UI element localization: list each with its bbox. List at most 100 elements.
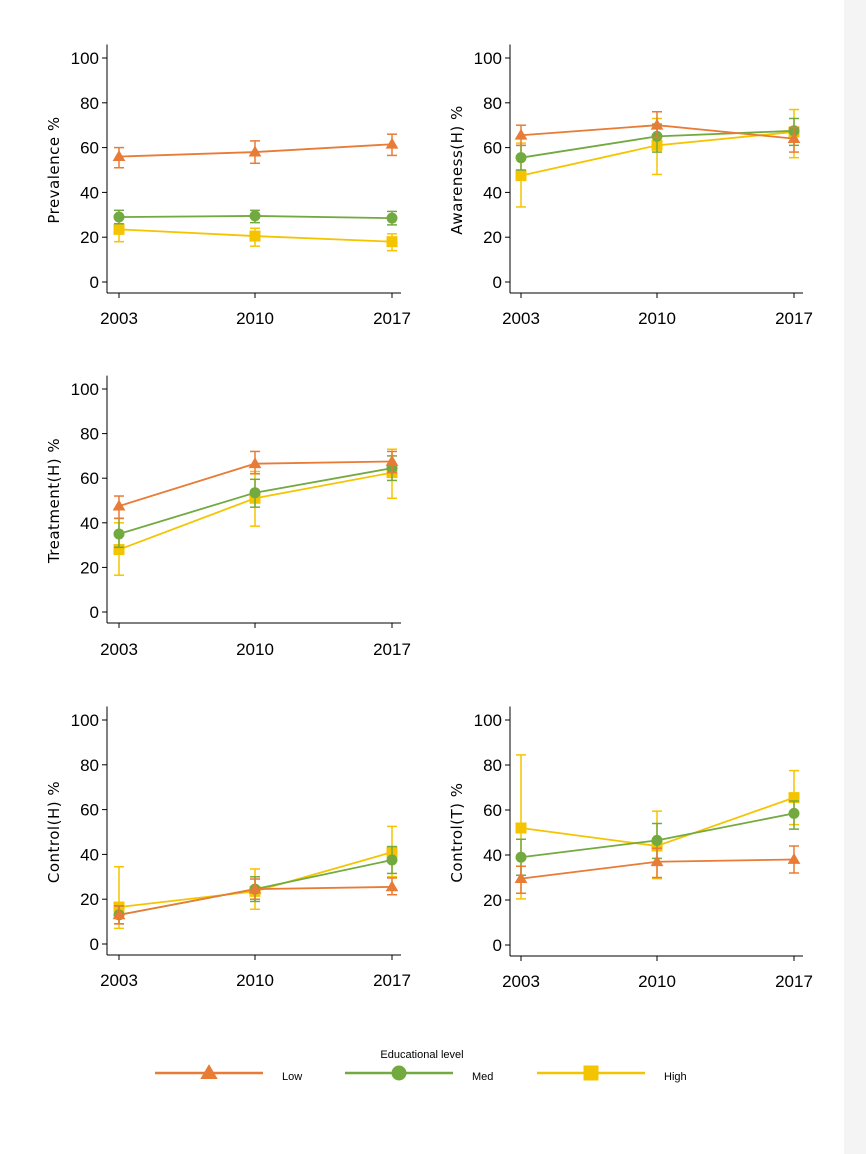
y-tick-label: 60 [80, 469, 99, 488]
data-point-med [515, 851, 527, 863]
x-tick-label: 2017 [373, 309, 411, 328]
y-tick-label: 40 [483, 183, 502, 202]
series-med [113, 209, 398, 226]
legend-marker-med [391, 1065, 407, 1081]
x-tick-label: 2017 [373, 640, 411, 659]
chart-panel-4: 0 20 40 60 80 100 2003 2010 2017 Control(H) % [45, 706, 411, 990]
data-point-low [112, 908, 126, 920]
data-point-low [514, 128, 528, 140]
data-point-low [385, 880, 399, 892]
legend-label-low: Low [282, 1071, 302, 1083]
x-tick-label: 2010 [638, 972, 676, 991]
data-point-high [113, 544, 125, 556]
data-point-med [249, 487, 261, 499]
data-point-low [248, 457, 262, 469]
y-tick-label: 0 [493, 936, 502, 955]
legend: Educational level Low Med High [155, 1049, 687, 1083]
y-tick-label: 100 [474, 49, 502, 68]
x-tick-label: 2003 [502, 309, 540, 328]
data-point-low [248, 145, 262, 157]
x-tick-label: 2017 [775, 309, 813, 328]
data-point-high [113, 223, 125, 235]
data-point-high [249, 230, 261, 242]
series-low [112, 133, 399, 169]
y-tick-label: 0 [90, 603, 99, 622]
legend-marker-low [200, 1064, 218, 1079]
y-tick-label: 40 [80, 845, 99, 864]
data-point-high [788, 792, 800, 804]
series-low [112, 877, 399, 925]
y-tick-label: 40 [80, 514, 99, 533]
data-point-med [386, 212, 398, 224]
legend-item-med: Med [345, 1065, 493, 1083]
data-point-med [788, 807, 800, 819]
y-tick-label: 20 [483, 228, 502, 247]
data-point-med [113, 528, 125, 540]
data-point-low [385, 137, 399, 149]
y-axis-label: Treatment(H) % [45, 438, 63, 564]
y-tick-label: 80 [483, 94, 502, 113]
data-point-med [515, 152, 527, 164]
y-tick-label: 20 [80, 558, 99, 577]
y-tick-label: 80 [80, 756, 99, 775]
y-tick-label: 80 [483, 756, 502, 775]
y-tick-label: 60 [80, 139, 99, 158]
x-tick-label: 2017 [373, 971, 411, 990]
data-point-med [113, 211, 125, 223]
x-tick-label: 2010 [638, 309, 676, 328]
y-tick-label: 40 [483, 846, 502, 865]
x-tick-label: 2003 [502, 972, 540, 991]
data-point-med [386, 854, 398, 866]
right-edge-strip [844, 0, 866, 1154]
y-tick-label: 60 [483, 801, 502, 820]
data-point-med [249, 210, 261, 222]
y-tick-label: 80 [80, 94, 99, 113]
data-point-low [514, 872, 528, 884]
x-tick-label: 2010 [236, 640, 274, 659]
y-tick-label: 20 [80, 890, 99, 909]
y-tick-label: 100 [71, 49, 99, 68]
data-point-low [650, 118, 664, 130]
chart-panel-5: 0 20 40 60 80 100 2003 2010 2017 Control(T) % [448, 706, 813, 991]
chart-panel-2: 0 20 40 60 80 100 2003 2010 2017 Awareness(H) % [448, 44, 813, 328]
y-axis-label: Control(H) % [45, 781, 63, 883]
legend-label-med: Med [472, 1071, 493, 1083]
series-high [113, 223, 398, 252]
legend-label-high: High [664, 1071, 687, 1083]
x-tick-label: 2010 [236, 971, 274, 990]
y-tick-label: 100 [474, 711, 502, 730]
data-point-high [515, 822, 527, 834]
chart-panel-3: 0 20 40 60 80 100 2003 2010 2017 Treatment(H) % [45, 375, 411, 659]
y-axis-label: Control(T) % [448, 782, 466, 882]
x-tick-label: 2010 [236, 309, 274, 328]
x-tick-label: 2003 [100, 309, 138, 328]
y-axis-label: Prevalence % [45, 116, 63, 223]
data-point-low [787, 132, 801, 144]
y-tick-label: 0 [90, 273, 99, 292]
y-tick-label: 0 [90, 935, 99, 954]
y-tick-label: 0 [493, 273, 502, 292]
x-tick-label: 2003 [100, 640, 138, 659]
series-low [514, 111, 801, 153]
data-point-low [787, 853, 801, 864]
data-point-low [650, 855, 664, 867]
y-tick-label: 40 [80, 183, 99, 202]
x-tick-label: 2003 [100, 971, 138, 990]
series-low [514, 845, 801, 894]
legend-item-high: High [537, 1065, 687, 1083]
y-tick-label: 20 [483, 891, 502, 910]
data-point-low [112, 499, 126, 511]
data-point-low [248, 882, 262, 894]
y-tick-label: 100 [71, 711, 99, 730]
series-low [112, 450, 399, 520]
y-tick-label: 100 [71, 380, 99, 399]
chart-panel-1: 0 20 40 60 80 100 2003 2010 2017 Prevalence % [45, 44, 411, 328]
data-point-med [651, 834, 663, 846]
y-axis-label: Awareness(H) % [448, 105, 466, 235]
y-tick-label: 60 [483, 139, 502, 158]
legend-item-low: Low [155, 1064, 302, 1083]
data-point-low [385, 454, 399, 466]
x-tick-label: 2017 [775, 972, 813, 991]
data-point-low [112, 150, 126, 161]
